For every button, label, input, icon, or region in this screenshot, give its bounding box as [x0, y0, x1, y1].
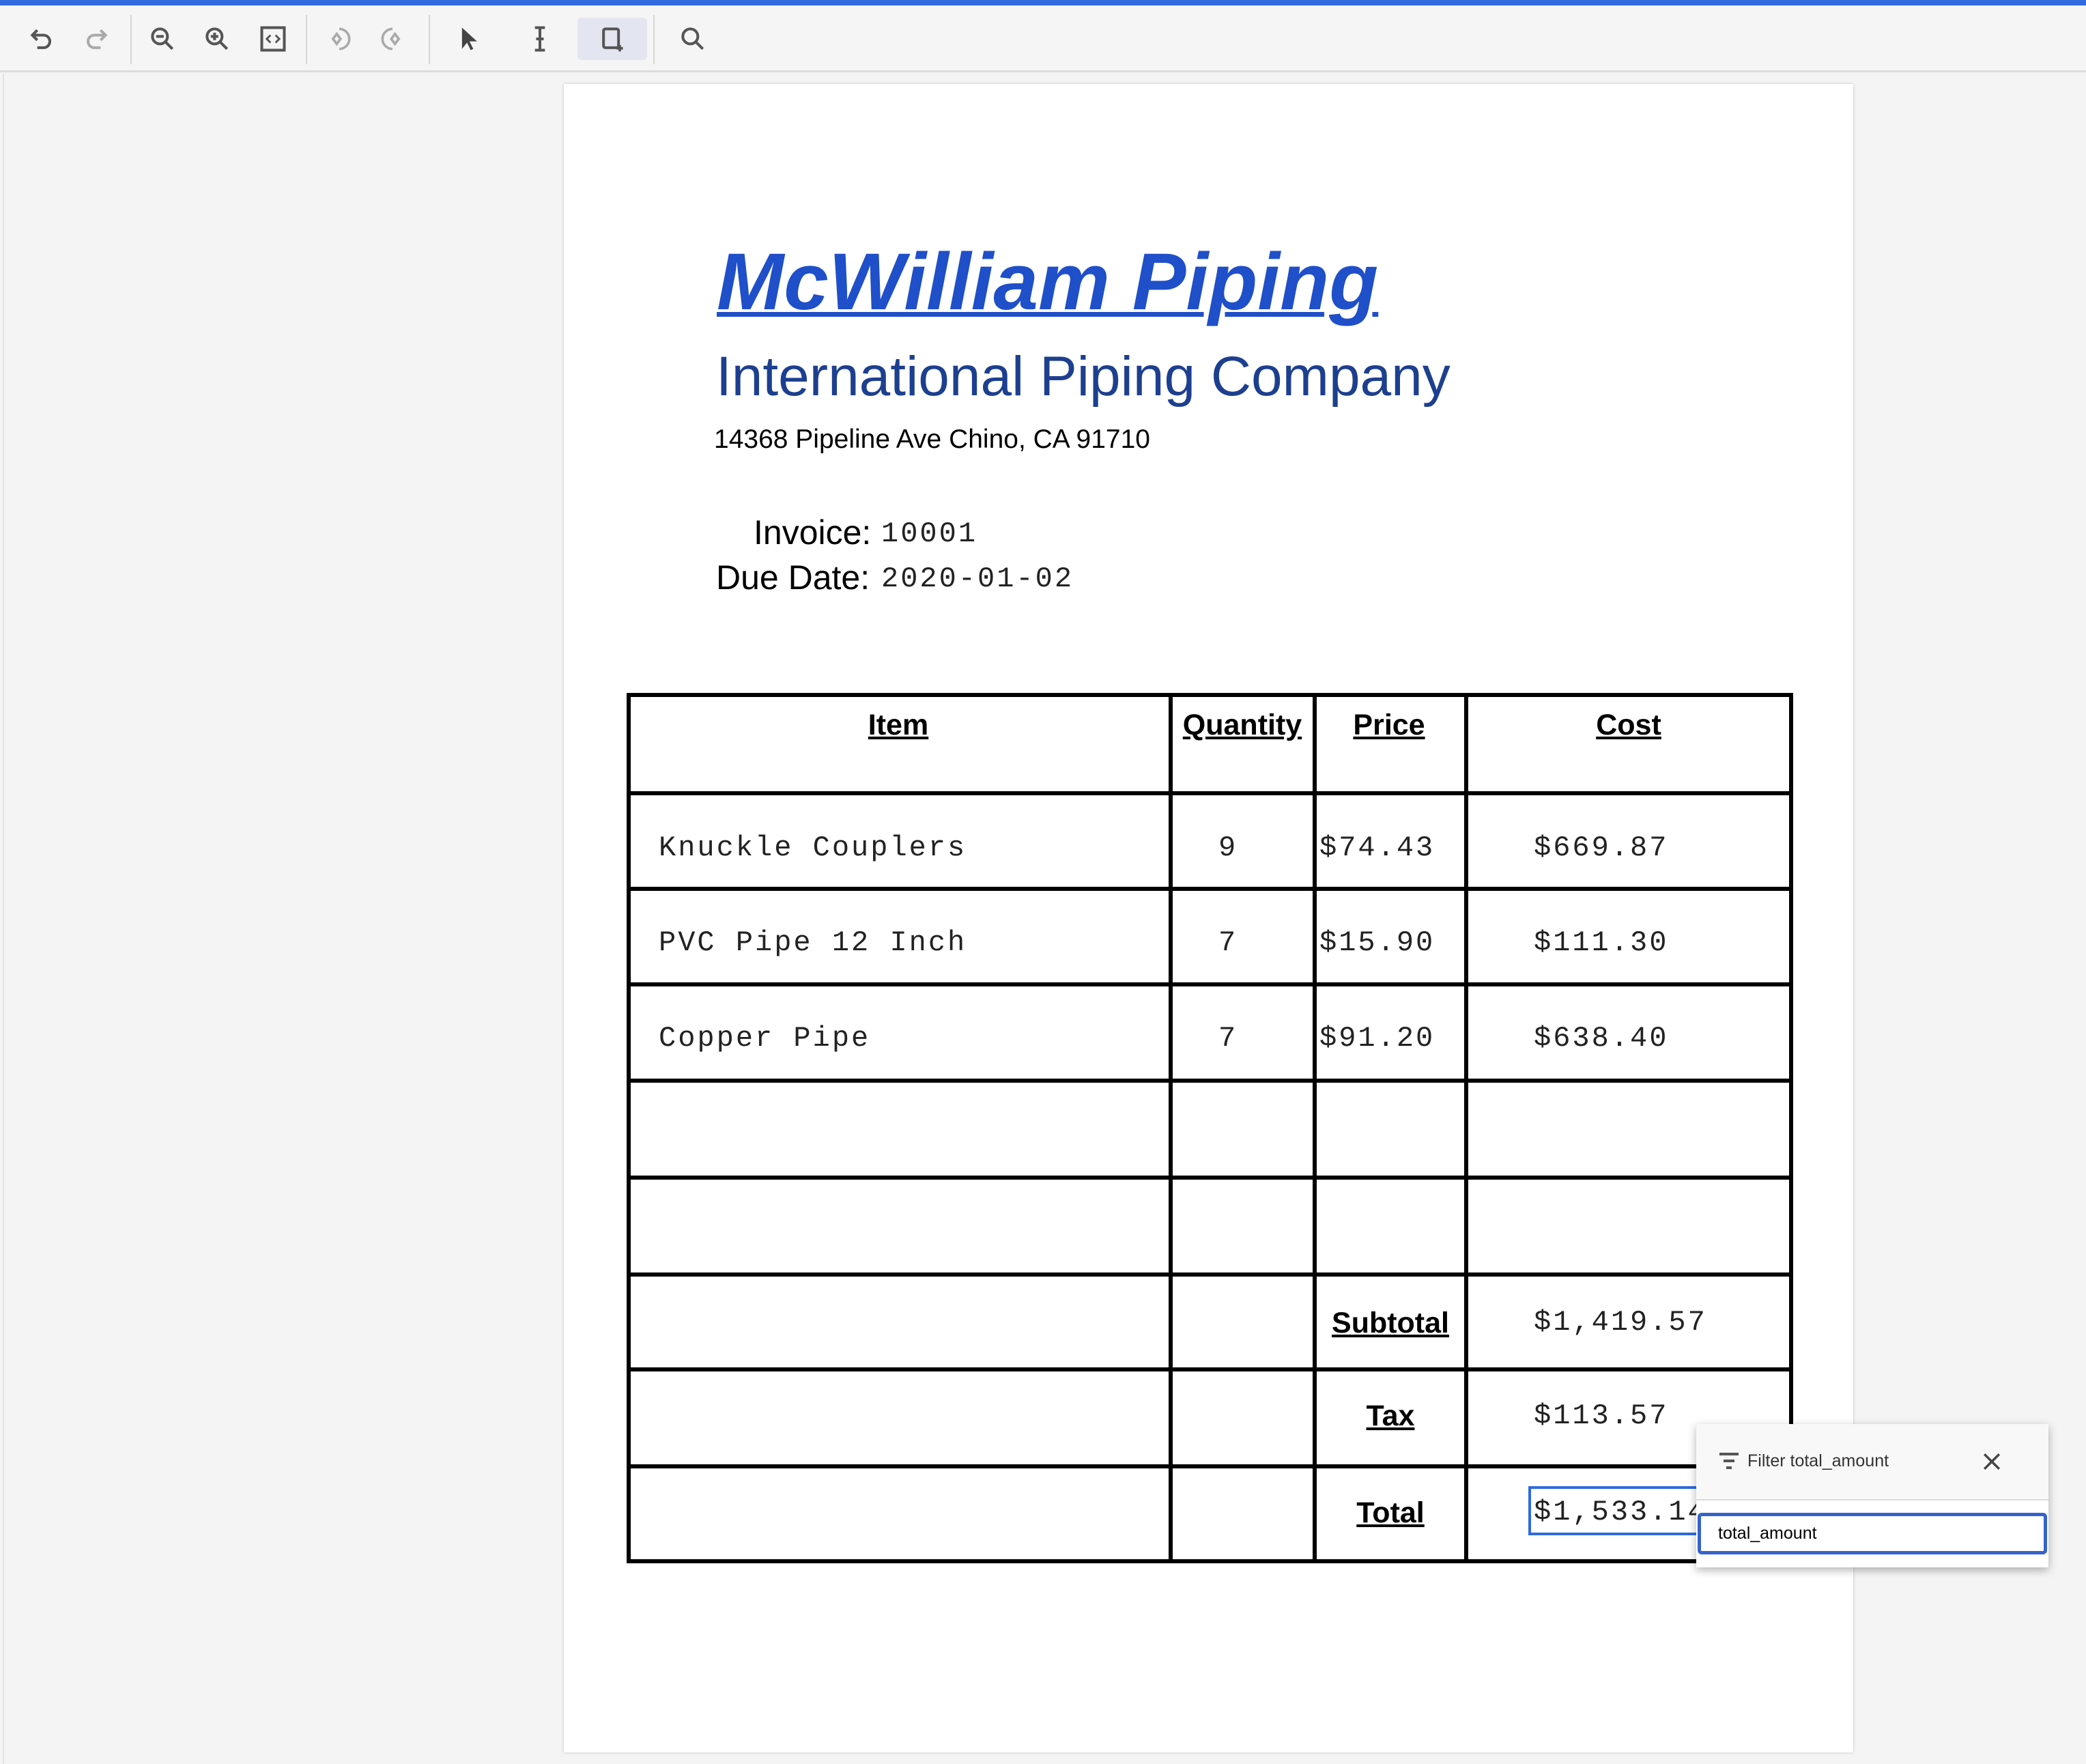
search-icon	[681, 27, 704, 51]
row-cost: $638.40	[1534, 1022, 1669, 1055]
due-date-value: 2020-01-02	[881, 563, 1074, 595]
row-line	[627, 1367, 1793, 1371]
undo-icon	[30, 29, 51, 49]
col-line	[1313, 693, 1317, 1563]
search-button[interactable]	[672, 18, 714, 60]
row-qty: 7	[1218, 926, 1238, 959]
company-title: McWilliam Piping	[717, 237, 1379, 327]
row-item: Copper Pipe	[659, 1022, 871, 1055]
document-page	[564, 84, 1853, 1752]
top-accent-bar	[0, 0, 2086, 5]
row-item: PVC Pipe 12 Inch	[659, 926, 967, 959]
pointer-icon	[461, 27, 477, 51]
invoice-label: Invoice:	[754, 513, 872, 552]
row-cost: $111.30	[1534, 926, 1669, 959]
row-item: Knuckle Couplers	[659, 831, 967, 864]
zoom-out-button[interactable]	[141, 18, 184, 60]
redo-button[interactable]	[74, 18, 117, 60]
due-date-label: Due Date:	[716, 558, 870, 597]
draw-region-button[interactable]	[577, 18, 647, 60]
subtotal-value: $1,419.57	[1534, 1306, 1707, 1339]
subtotal-label: Subtotal	[1332, 1307, 1449, 1339]
zoom-in-button[interactable]	[196, 18, 238, 60]
filter-popup-title: Filter total_amount	[1747, 1451, 1889, 1470]
row-price: $74.43	[1319, 831, 1435, 864]
row-cost: $669.87	[1534, 831, 1669, 864]
toolbar-divider	[429, 15, 430, 64]
company-address: 14368 Pipeline Ave Chino, CA 91710	[714, 425, 1150, 454]
fit-page-button[interactable]	[252, 18, 294, 60]
zoom-out-icon	[151, 27, 174, 51]
filter-icon	[1719, 1453, 1739, 1469]
invoice-table	[627, 693, 1793, 1563]
rotate-right-icon	[381, 27, 401, 51]
header-quantity: Quantity	[1182, 709, 1302, 741]
toolbar-divider	[130, 15, 132, 64]
zoom-in-icon	[205, 27, 229, 51]
total-value[interactable]: $1,533.14	[1534, 1496, 1707, 1528]
rotate-left-button[interactable]	[318, 18, 360, 60]
header-price: Price	[1353, 709, 1425, 741]
row-line	[627, 1272, 1793, 1277]
pointer-button[interactable]	[447, 18, 489, 60]
toolbar-divider	[653, 15, 655, 64]
row-line	[627, 1464, 1793, 1468]
row-qty: 9	[1218, 831, 1238, 864]
row-line	[627, 1079, 1793, 1083]
row-line	[627, 982, 1793, 986]
row-qty: 7	[1218, 1022, 1238, 1055]
filter-popup-header: Filter total_amount	[1696, 1424, 2048, 1500]
redo-icon	[87, 29, 108, 49]
toolbar	[0, 5, 2086, 72]
total-label: Total	[1356, 1496, 1425, 1529]
invoice-number: 10001	[881, 517, 978, 550]
fit-page-icon	[260, 26, 286, 52]
tax-value: $113.57	[1534, 1399, 1669, 1432]
undo-button[interactable]	[21, 18, 63, 60]
col-line	[1169, 693, 1173, 1563]
toolbar-divider	[306, 15, 307, 64]
text-select-button[interactable]	[519, 18, 561, 60]
company-subtitle: International Piping Company	[716, 345, 1451, 408]
sidebar-edge	[3, 74, 4, 1764]
tax-label: Tax	[1366, 1399, 1415, 1432]
row-line	[627, 1176, 1793, 1180]
header-item: Item	[868, 709, 929, 741]
rotate-left-icon	[331, 27, 351, 51]
close-icon[interactable]	[1983, 1453, 2001, 1470]
col-line	[1464, 693, 1468, 1563]
row-line	[627, 791, 1793, 795]
row-price: $91.20	[1319, 1022, 1435, 1055]
draw-region-icon	[602, 27, 623, 52]
header-cost: Cost	[1596, 709, 1661, 741]
row-line	[627, 887, 1793, 891]
row-price: $15.90	[1319, 926, 1435, 959]
rotate-right-button[interactable]	[371, 18, 414, 60]
filter-popup: Filter total_amount total_amount	[1696, 1424, 2048, 1567]
filter-input[interactable]: total_amount	[1698, 1513, 2047, 1554]
text-cursor-icon	[534, 26, 545, 52]
